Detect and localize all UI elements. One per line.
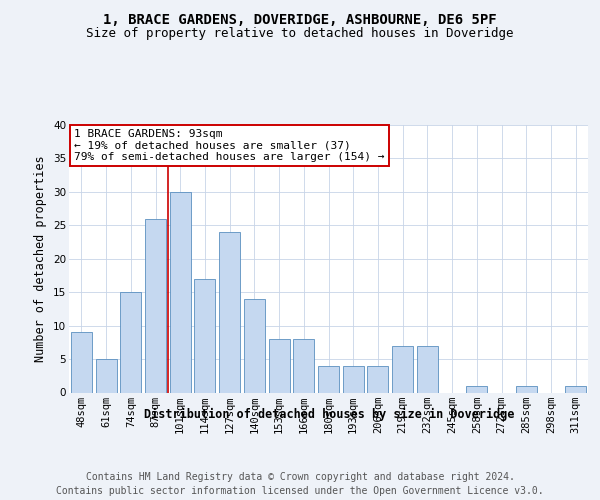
Y-axis label: Number of detached properties: Number of detached properties <box>34 156 47 362</box>
Bar <box>318 366 339 392</box>
Bar <box>219 232 240 392</box>
Bar <box>95 359 116 392</box>
Text: Distribution of detached houses by size in Doveridge: Distribution of detached houses by size … <box>143 408 514 420</box>
Bar <box>244 299 265 392</box>
Bar <box>516 386 537 392</box>
Text: Size of property relative to detached houses in Doveridge: Size of property relative to detached ho… <box>86 28 514 40</box>
Bar <box>194 279 215 392</box>
Bar <box>71 332 92 392</box>
Bar <box>466 386 487 392</box>
Bar <box>170 192 191 392</box>
Text: 1, BRACE GARDENS, DOVERIDGE, ASHBOURNE, DE6 5PF: 1, BRACE GARDENS, DOVERIDGE, ASHBOURNE, … <box>103 12 497 26</box>
Bar <box>120 292 141 392</box>
Bar <box>367 366 388 392</box>
Bar <box>343 366 364 392</box>
Text: 1 BRACE GARDENS: 93sqm
← 19% of detached houses are smaller (37)
79% of semi-det: 1 BRACE GARDENS: 93sqm ← 19% of detached… <box>74 129 385 162</box>
Bar <box>565 386 586 392</box>
Text: Contains public sector information licensed under the Open Government Licence v3: Contains public sector information licen… <box>56 486 544 496</box>
Bar <box>417 346 438 393</box>
Bar <box>269 339 290 392</box>
Text: Contains HM Land Registry data © Crown copyright and database right 2024.: Contains HM Land Registry data © Crown c… <box>86 472 514 482</box>
Bar <box>392 346 413 393</box>
Bar <box>145 218 166 392</box>
Bar <box>293 339 314 392</box>
